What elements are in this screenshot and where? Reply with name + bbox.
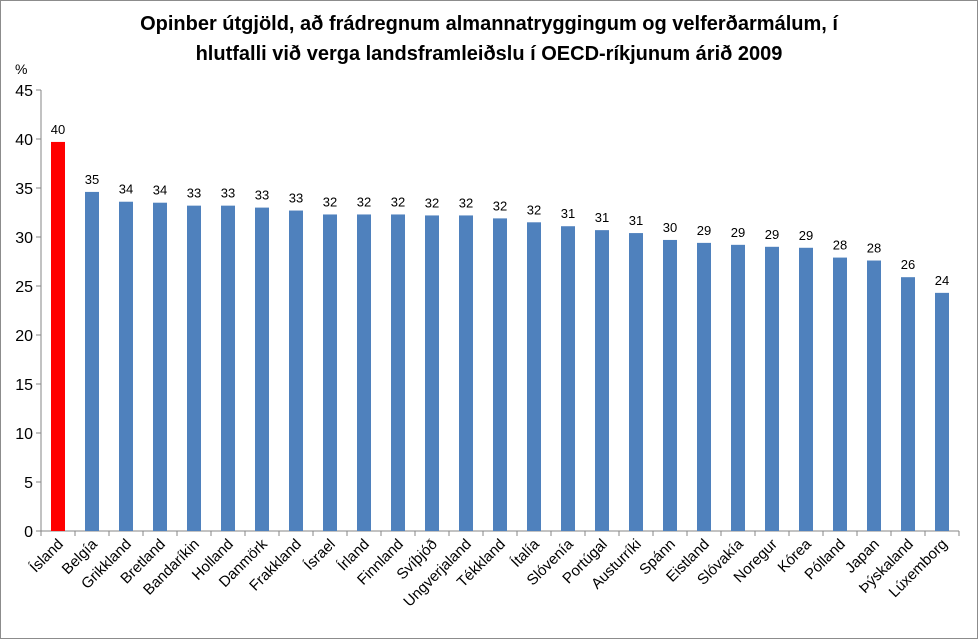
bar-value-label: 26 [901,257,915,272]
y-tick-label: 30 [15,230,33,247]
bar-value-label: 29 [697,223,711,238]
y-tick-label: 25 [15,279,33,296]
bar [935,292,949,531]
bar [561,226,575,531]
bar-value-label: 30 [663,220,677,235]
bar-value-label: 24 [935,273,949,288]
bar [255,207,269,531]
bar [629,233,643,531]
bar-value-label: 29 [799,228,813,243]
bar-value-label: 33 [289,191,303,206]
bar [357,214,371,531]
bar-value-label: 28 [867,241,881,256]
bar [391,214,405,531]
chart-title: Opinber útgjöld, að frádregnum almannatr… [1,9,977,69]
bar [493,218,507,531]
bar [595,230,609,531]
chart-title-line-1: Opinber útgjöld, að frádregnum almannatr… [140,13,838,35]
bar-value-label: 35 [85,172,99,187]
bar-value-label: 28 [833,238,847,253]
y-tick-label: 15 [15,377,33,394]
bar [221,205,235,531]
y-tick-label: 40 [15,132,33,149]
bar [765,246,779,532]
bar [153,202,167,531]
bar [459,215,473,531]
bar [85,191,99,532]
bar-value-label: 32 [527,202,541,217]
bar-value-label: 29 [731,225,745,240]
bar [527,222,541,532]
bar [799,247,813,531]
bar [663,239,677,531]
y-tick-label: 20 [15,328,33,345]
bar-value-label: 34 [119,182,133,197]
y-tick-label: 35 [15,181,33,198]
bar [51,141,65,531]
bar-value-label: 40 [51,122,65,137]
y-tick-label: 0 [24,524,33,541]
bar [119,201,133,531]
bar [289,210,303,532]
y-tick-label: 10 [15,426,33,443]
y-tick-label: 5 [24,475,33,492]
bar-value-label: 33 [221,186,235,201]
bar-value-label: 33 [255,188,269,203]
bar [323,214,337,531]
bar-value-label: 32 [391,194,405,209]
bar [901,277,915,531]
chart-title-line-2: hlutfalli við verga landsframleiðslu í O… [195,43,783,65]
x-category-label: Ísrael [301,536,339,574]
bar [867,260,881,531]
bar [187,205,201,531]
bar-value-label: 32 [493,198,507,213]
bar-value-label: 31 [629,213,643,228]
bar-value-label: 32 [425,195,439,210]
bar-value-label: 29 [765,227,779,242]
y-axis-unit-label: % [15,61,28,77]
bar-value-label: 32 [323,194,337,209]
bar-value-label: 34 [153,183,167,198]
bar-value-label: 32 [357,194,371,209]
y-tick-label: 45 [15,83,33,100]
x-category-label: Ísland [27,536,67,576]
bar [833,257,847,531]
bar-value-label: 31 [595,210,609,225]
bar [697,242,711,531]
bar [731,244,745,531]
bar-value-label: 31 [561,206,575,221]
bar [425,215,439,531]
bar-value-label: 33 [187,186,201,201]
bar-value-label: 32 [459,195,473,210]
